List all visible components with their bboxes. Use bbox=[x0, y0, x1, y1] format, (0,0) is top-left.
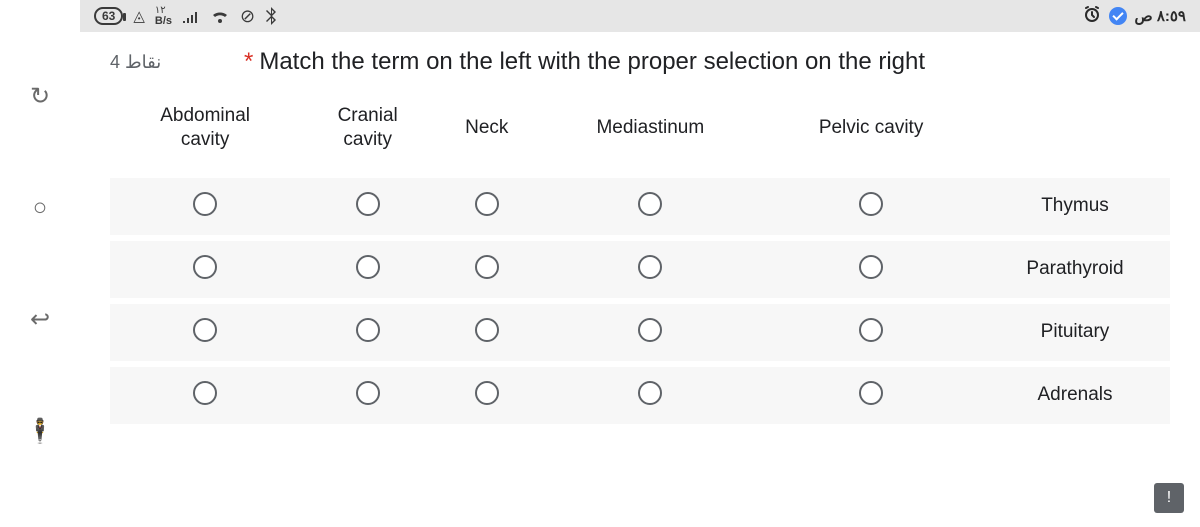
radio-option[interactable] bbox=[475, 255, 499, 279]
radio-option[interactable] bbox=[193, 255, 217, 279]
radio-cell[interactable] bbox=[538, 172, 762, 235]
exclaim-icon: ! bbox=[1167, 489, 1171, 507]
col-header-label: Pelvic cavity bbox=[819, 117, 924, 138]
radio-cell[interactable] bbox=[435, 361, 538, 424]
radio-option[interactable] bbox=[859, 318, 883, 342]
row-label: Pituitary bbox=[980, 298, 1170, 361]
radio-cell[interactable] bbox=[435, 298, 538, 361]
radio-option[interactable] bbox=[193, 192, 217, 216]
col-header: Neck bbox=[435, 90, 538, 172]
main: 63 ◬ ١٢ B/s ⊘ ٨:٥٩ ص 4 نقاط bbox=[80, 0, 1200, 527]
alarm-icon bbox=[1083, 5, 1101, 27]
radio-option[interactable] bbox=[356, 381, 380, 405]
radio-cell[interactable] bbox=[300, 298, 435, 361]
col-header-label: Neck bbox=[465, 117, 508, 138]
radio-option[interactable] bbox=[638, 318, 662, 342]
row-label: Parathyroid bbox=[980, 235, 1170, 298]
radio-cell[interactable] bbox=[435, 235, 538, 298]
accessibility-icon[interactable]: 🕴 bbox=[25, 417, 55, 446]
radio-cell[interactable] bbox=[110, 298, 300, 361]
radio-cell[interactable] bbox=[110, 361, 300, 424]
system-nav-rail: ↻ ○ ↩ 🕴 bbox=[0, 0, 80, 527]
check-icon bbox=[1109, 7, 1127, 25]
radio-option[interactable] bbox=[356, 318, 380, 342]
back-icon[interactable]: ↩ bbox=[30, 305, 50, 334]
col-header: Mediastinum bbox=[538, 90, 762, 172]
radio-option[interactable] bbox=[638, 255, 662, 279]
match-grid: Abdominalcavity Cranialcavity Neck Media… bbox=[110, 90, 1170, 424]
radio-option[interactable] bbox=[356, 192, 380, 216]
match-grid-wrap: Abdominalcavity Cranialcavity Neck Media… bbox=[80, 84, 1200, 424]
circle-icon[interactable]: ○ bbox=[33, 194, 48, 222]
radio-cell[interactable] bbox=[300, 235, 435, 298]
feedback-button[interactable]: ! bbox=[1154, 483, 1184, 513]
status-right: ٨:٥٩ ص bbox=[1083, 5, 1186, 27]
col-header-label: Cranialcavity bbox=[338, 105, 398, 150]
save-triangle-icon: ◬ bbox=[133, 7, 145, 25]
col-header: Cranialcavity bbox=[300, 90, 435, 172]
points-label: 4 نقاط bbox=[110, 52, 220, 73]
col-header: Pelvic cavity bbox=[762, 90, 980, 172]
table-row: Adrenals bbox=[110, 361, 1170, 424]
question-header: 4 نقاط *Match the term on the left with … bbox=[80, 32, 1200, 84]
network-speed-unit: B/s bbox=[155, 16, 172, 26]
question-text: *Match the term on the left with the pro… bbox=[244, 48, 1170, 76]
radio-option[interactable] bbox=[475, 192, 499, 216]
required-star: * bbox=[244, 48, 253, 75]
rowlabel-header bbox=[980, 90, 1170, 172]
radio-cell[interactable] bbox=[435, 172, 538, 235]
radio-option[interactable] bbox=[356, 255, 380, 279]
radio-cell[interactable] bbox=[300, 172, 435, 235]
column-header-row: Abdominalcavity Cranialcavity Neck Media… bbox=[110, 90, 1170, 172]
radio-cell[interactable] bbox=[110, 172, 300, 235]
question-text-content: Match the term on the left with the prop… bbox=[259, 48, 925, 75]
radio-cell[interactable] bbox=[762, 235, 980, 298]
table-row: Pituitary bbox=[110, 298, 1170, 361]
col-header-label: Abdominalcavity bbox=[160, 105, 250, 150]
signal-icon bbox=[182, 8, 200, 25]
radio-option[interactable] bbox=[193, 318, 217, 342]
dnd-icon: ⊘ bbox=[240, 6, 255, 27]
clock: ٨:٥٩ ص bbox=[1135, 7, 1186, 25]
row-label: Thymus bbox=[980, 172, 1170, 235]
radio-cell[interactable] bbox=[300, 361, 435, 424]
radio-cell[interactable] bbox=[538, 235, 762, 298]
radio-cell[interactable] bbox=[762, 298, 980, 361]
radio-option[interactable] bbox=[859, 255, 883, 279]
status-left: 63 ◬ ١٢ B/s ⊘ bbox=[94, 6, 277, 27]
radio-option[interactable] bbox=[193, 381, 217, 405]
network-speed: ١٢ B/s bbox=[155, 6, 172, 26]
radio-option[interactable] bbox=[859, 192, 883, 216]
radio-option[interactable] bbox=[475, 318, 499, 342]
refresh-icon[interactable]: ↻ bbox=[30, 82, 50, 111]
radio-cell[interactable] bbox=[110, 235, 300, 298]
status-bar: 63 ◬ ١٢ B/s ⊘ ٨:٥٩ ص bbox=[80, 0, 1200, 32]
row-label: Adrenals bbox=[980, 361, 1170, 424]
radio-cell[interactable] bbox=[762, 172, 980, 235]
radio-option[interactable] bbox=[859, 381, 883, 405]
battery-indicator: 63 bbox=[94, 7, 123, 25]
radio-cell[interactable] bbox=[538, 298, 762, 361]
table-row: Thymus bbox=[110, 172, 1170, 235]
radio-option[interactable] bbox=[475, 381, 499, 405]
radio-cell[interactable] bbox=[762, 361, 980, 424]
col-header-label: Mediastinum bbox=[596, 117, 704, 138]
radio-option[interactable] bbox=[638, 192, 662, 216]
radio-option[interactable] bbox=[638, 381, 662, 405]
wifi-icon bbox=[210, 8, 230, 25]
bluetooth-icon bbox=[265, 7, 277, 25]
radio-cell[interactable] bbox=[538, 361, 762, 424]
col-header: Abdominalcavity bbox=[110, 90, 300, 172]
table-row: Parathyroid bbox=[110, 235, 1170, 298]
